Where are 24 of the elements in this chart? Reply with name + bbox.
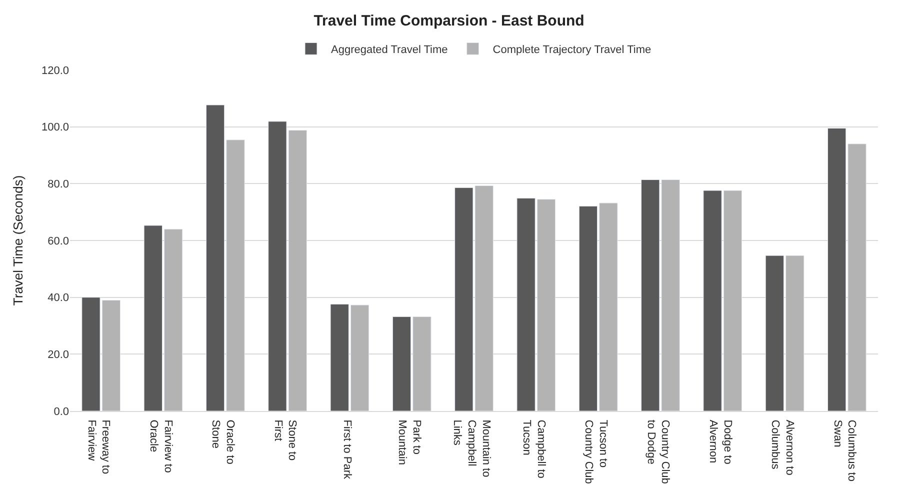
x-tick-label: Country Club to Dodge xyxy=(644,420,672,484)
y-tick-label: 20.0 xyxy=(48,349,69,362)
x-tick-label: Mountain to Campbell Links xyxy=(451,420,492,478)
y-tick-label: 0.0 xyxy=(54,406,69,418)
x-tick-label: Columbus to Swan xyxy=(831,420,858,482)
y-tick-label: 60.0 xyxy=(48,235,69,248)
x-tick-label: Freeway to Fairview xyxy=(85,420,112,474)
x-tick-label: First to Park xyxy=(341,420,354,480)
x-tick-label: Campbell to Tucson xyxy=(520,420,547,478)
x-tick-label: Oracle to Stone xyxy=(210,420,236,464)
x-tick-label: Tucson to Country Club xyxy=(582,420,609,484)
legend-label: Complete Trajectory Travel Time xyxy=(492,44,652,56)
x-tick-label: Stone to First xyxy=(272,420,298,461)
y-tick-label: 100.0 xyxy=(41,122,69,134)
x-tick-label: Park to Mountain xyxy=(396,420,422,465)
x-tick-label: Alvernon to Columbus xyxy=(769,420,796,476)
x-tick-label: Dodge to Alvernon xyxy=(706,420,734,464)
y-tick-label: 80.0 xyxy=(48,178,69,191)
legend-label: Aggregated Travel Time xyxy=(331,44,448,56)
y-tick-label: 40.0 xyxy=(48,292,69,304)
y-tick-label: 120.0 xyxy=(41,64,69,77)
x-tick-label: Fairview to Oracle xyxy=(148,420,174,473)
y-axis-title: Travel Time (Seconds) xyxy=(10,175,26,306)
chart-title: Travel Time Comparsion - East Bound xyxy=(314,12,584,30)
